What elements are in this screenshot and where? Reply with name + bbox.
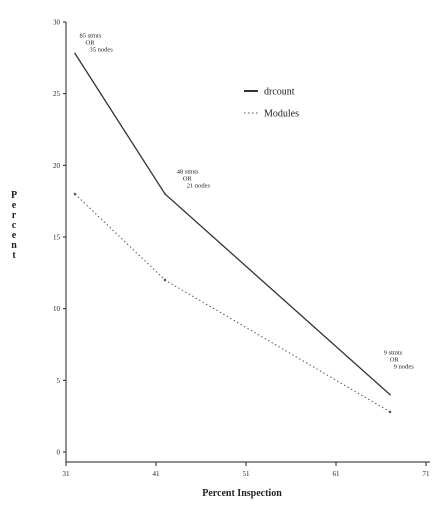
legend-label-drcount: drcount	[264, 87, 295, 98]
annotation-line: 21 nodes	[187, 183, 211, 190]
y-tick-label: 30	[53, 19, 61, 27]
y-axis-title-letter: e	[12, 200, 17, 211]
y-tick-label: 10	[53, 305, 61, 313]
series-line-modules	[74, 193, 391, 413]
annotation-line: OR	[86, 40, 96, 47]
data-point	[389, 393, 391, 396]
x-tick-label: 51	[243, 470, 251, 478]
y-tick-label: 0	[57, 449, 61, 457]
y-axis-title-letter: e	[12, 230, 17, 241]
y-axis-title-letter: n	[11, 240, 17, 251]
chart-axes: 0 5 10 15 20 25 30 31 41 51 61 71	[53, 19, 431, 478]
series-line-drcount	[74, 53, 391, 396]
x-tick-label: 31	[63, 470, 71, 478]
annotation-line: 9 nodes	[394, 363, 415, 370]
data-point	[388, 410, 392, 414]
y-axis-title-letter: r	[12, 210, 17, 221]
y-axis-title-letter: P	[11, 190, 17, 201]
x-tick-label: 61	[333, 470, 341, 478]
y-tick-label: 20	[53, 162, 61, 170]
data-point	[73, 192, 77, 196]
point-annotation: 85 stmts OR 35 nodes	[80, 33, 114, 54]
legend-label-modules: Modules	[264, 109, 299, 120]
series-layer	[73, 52, 392, 414]
x-tick-label: 41	[153, 470, 161, 478]
y-axis-title-letter: c	[12, 220, 17, 231]
legend: drcount Modules	[244, 87, 299, 120]
annotation-line: OR	[183, 176, 193, 183]
y-tick-label: 5	[57, 377, 61, 385]
data-point	[163, 278, 167, 282]
annotation-line: 9 stmts	[384, 349, 403, 356]
data-point	[74, 52, 76, 55]
point-annotation: 48 stmts OR 21 nodes	[177, 169, 211, 190]
annotation-line: OR	[390, 356, 400, 363]
annotation-line: 85 stmts	[80, 33, 102, 40]
y-tick-label: 25	[53, 90, 61, 98]
x-tick-label: 71	[423, 470, 431, 478]
point-annotation: 9 stmts OR 9 nodes	[384, 349, 415, 370]
annotation-line: 48 stmts	[177, 169, 199, 176]
y-tick-label: 15	[53, 234, 61, 242]
data-point	[164, 193, 166, 195]
annotation-line: 35 nodes	[90, 47, 114, 54]
y-axis-title-letter: t	[12, 250, 16, 261]
x-axis-title: Percent Inspection	[202, 488, 282, 499]
